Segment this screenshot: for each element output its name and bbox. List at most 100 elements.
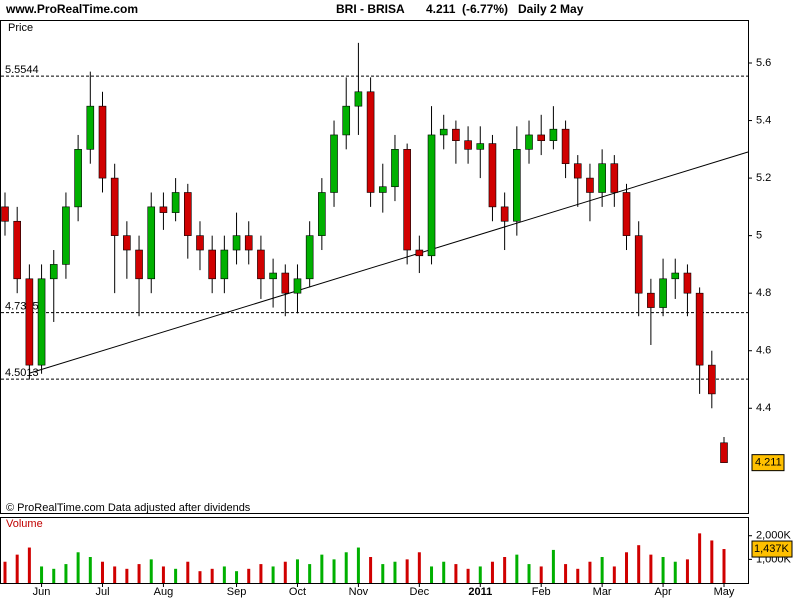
x-tick-label: Aug bbox=[154, 586, 174, 598]
candle-body bbox=[439, 128, 448, 136]
y-tick-label: 5 bbox=[756, 230, 762, 242]
change: (-6.77%) bbox=[462, 2, 508, 16]
volume-bar bbox=[88, 557, 92, 583]
volume-bar bbox=[247, 568, 251, 583]
candle-body bbox=[634, 235, 643, 294]
y-tick-label: 5.6 bbox=[756, 57, 771, 69]
candle-body bbox=[305, 235, 314, 280]
candle-body bbox=[354, 91, 363, 107]
volume-bar bbox=[332, 559, 336, 583]
volume-bar bbox=[405, 559, 409, 583]
volume-bar bbox=[637, 545, 641, 583]
candle-body bbox=[147, 206, 156, 280]
candle-body bbox=[561, 128, 570, 165]
candle-body bbox=[13, 220, 21, 280]
volume-bar bbox=[283, 561, 287, 583]
last-volume-box bbox=[751, 540, 793, 558]
volume-bar bbox=[490, 561, 494, 583]
volume-bar bbox=[661, 557, 665, 583]
volume-bar bbox=[673, 561, 677, 583]
volume-bar bbox=[576, 568, 580, 583]
volume-bar bbox=[344, 552, 348, 583]
candle-body bbox=[695, 292, 704, 366]
candle-body bbox=[159, 206, 168, 213]
candle-body bbox=[123, 235, 131, 251]
y-tick-label: 4.8 bbox=[756, 287, 771, 299]
volume-bar bbox=[698, 533, 702, 583]
symbol: BRI - BRISA bbox=[336, 2, 405, 16]
volume-bar bbox=[393, 561, 397, 583]
volume-bar bbox=[174, 568, 178, 583]
volume-bar bbox=[503, 557, 507, 583]
candle-body bbox=[391, 149, 399, 188]
volume-bar bbox=[381, 564, 385, 583]
candle-body bbox=[415, 249, 424, 257]
volume-bar bbox=[551, 549, 555, 583]
volume-bar bbox=[710, 540, 714, 583]
candle-body bbox=[427, 134, 436, 257]
candle-body bbox=[622, 192, 631, 236]
candle-body bbox=[549, 128, 558, 141]
volume-bar bbox=[15, 554, 19, 583]
candle-body bbox=[720, 442, 728, 463]
candle-body bbox=[708, 364, 716, 395]
candle-body bbox=[110, 177, 119, 236]
candle-body bbox=[537, 134, 546, 141]
candle-body bbox=[598, 163, 606, 193]
volume-bar bbox=[3, 561, 7, 583]
candle-body bbox=[293, 278, 302, 294]
level-label: 4.7325 bbox=[5, 301, 39, 313]
y-tick-label: 4.6 bbox=[756, 345, 771, 357]
candle-body bbox=[378, 186, 387, 193]
candle-body bbox=[476, 143, 485, 150]
price-label: Price bbox=[8, 22, 33, 34]
trend-line bbox=[29, 151, 749, 374]
candle-body bbox=[513, 149, 521, 222]
candle-body bbox=[1, 206, 9, 222]
candle-body bbox=[610, 163, 619, 193]
volume-bar bbox=[76, 552, 80, 583]
candle-body bbox=[647, 292, 655, 308]
last-price: 4.211 bbox=[426, 2, 456, 16]
candle-body bbox=[403, 149, 411, 251]
volume-bar bbox=[588, 561, 592, 583]
volume-bar bbox=[40, 566, 44, 583]
volume-bar bbox=[222, 566, 226, 583]
candle-body bbox=[318, 192, 326, 236]
y-tick-label: 5.2 bbox=[756, 172, 771, 184]
period: Daily 2 May bbox=[518, 2, 584, 16]
y-tick-label: 4.4 bbox=[756, 402, 771, 414]
candle-body bbox=[500, 206, 509, 222]
candle-body bbox=[86, 105, 95, 150]
site: www.ProRealTime.com bbox=[5, 2, 138, 16]
candle-body bbox=[659, 278, 667, 308]
volume-bar bbox=[308, 564, 312, 583]
x-tick-label: Mar bbox=[593, 586, 612, 598]
last-price-box bbox=[751, 454, 785, 472]
volume-bar bbox=[466, 568, 470, 583]
candle-body bbox=[452, 128, 460, 141]
candle-body bbox=[183, 192, 192, 236]
x-tick-label: Oct bbox=[289, 586, 306, 598]
candle-body bbox=[671, 272, 680, 280]
x-tick-label: Dec bbox=[410, 586, 430, 598]
candle-body bbox=[232, 235, 241, 251]
volume-bar bbox=[198, 571, 202, 583]
volume-bar bbox=[564, 564, 568, 583]
candle-body bbox=[98, 105, 107, 179]
candle-body bbox=[171, 192, 180, 213]
candle-body bbox=[135, 249, 143, 280]
candle-body bbox=[196, 235, 204, 251]
volume-bar bbox=[137, 564, 141, 583]
volume-bar bbox=[125, 568, 129, 583]
level-label: 5.5544 bbox=[5, 64, 39, 76]
volume-bar bbox=[27, 547, 31, 583]
x-tick-label: Feb bbox=[532, 586, 551, 598]
x-tick-label: May bbox=[714, 586, 735, 598]
candle-body bbox=[74, 149, 82, 208]
volume-panel bbox=[0, 517, 749, 584]
candle-body bbox=[366, 91, 375, 193]
volume-bar bbox=[210, 568, 214, 583]
volume-bar bbox=[259, 564, 263, 583]
